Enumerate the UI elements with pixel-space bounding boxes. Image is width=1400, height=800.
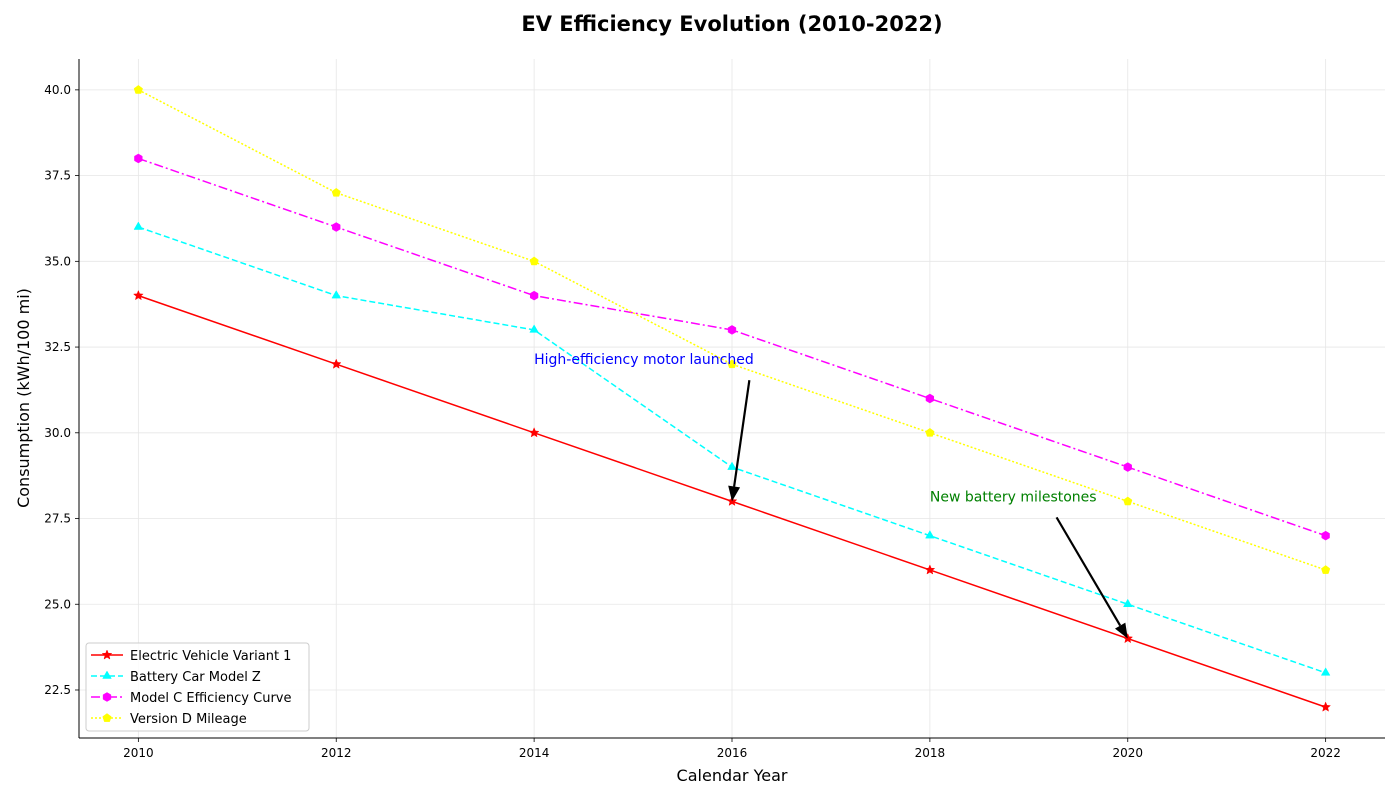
legend-item: Battery Car Model Z (91, 670, 261, 685)
data-point (1320, 701, 1332, 712)
annotation-arrow-shaft (1055, 516, 1122, 627)
data-point (1123, 496, 1133, 506)
chart-title: EV Efficiency Evolution (2010-2022) (521, 12, 942, 36)
series-3 (134, 153, 1330, 541)
data-point (332, 222, 341, 232)
data-point (1122, 598, 1133, 608)
x-tick-label: 2016 (717, 746, 748, 760)
data-point (133, 85, 143, 94)
data-point (331, 187, 341, 197)
y-tick-label: 22.5 (44, 683, 71, 697)
annotation-1: High-efficiency motor launched (534, 352, 754, 502)
annotation-text: New battery milestones (930, 489, 1097, 505)
data-point (727, 359, 737, 369)
legend-frame (85, 642, 310, 732)
data-point (925, 530, 935, 539)
axes: 2010 2012 2014 2016 2018 2020 2022 22.5 25.0 27.5… (44, 59, 1385, 760)
data-point (331, 290, 342, 299)
data-point (1321, 530, 1330, 541)
grid (79, 59, 1385, 738)
y-tick-label: 37.5 (44, 169, 71, 183)
x-tick-label: 2022 (1310, 746, 1341, 760)
annotation-2: New battery milestones (930, 489, 1128, 639)
annotation-layer: High-efficiency motor launched New batter… (534, 352, 1128, 639)
legend-item: Version D Mileage (91, 712, 247, 727)
data-point (925, 393, 935, 404)
x-tick-label: 2014 (519, 746, 550, 760)
data-point (528, 427, 540, 438)
legend-item: Model C Efficiency Curve (91, 691, 291, 706)
annotation-arrow-head (1114, 622, 1128, 639)
legend-item: Electric Vehicle Variant 1 (91, 649, 291, 664)
legend-label: Model C Efficiency Curve (130, 691, 291, 706)
legend-marker (102, 713, 112, 722)
series-4 (133, 85, 1331, 574)
y-tick-label: 32.5 (44, 340, 71, 354)
data-point (1123, 462, 1132, 472)
y-tick-label: 35.0 (44, 254, 71, 268)
legend-marker (102, 692, 112, 702)
data-point (529, 290, 539, 301)
data-point (1122, 632, 1134, 644)
y-tick-label: 30.0 (44, 426, 71, 440)
data-point (330, 358, 342, 369)
data-point (727, 325, 737, 335)
annotation-arrow-head (728, 485, 741, 502)
annotation-arrow-shaft (733, 380, 751, 487)
y-axis-title: Consumption (kWh/100 mi) (14, 288, 33, 508)
y-tick-label: 40.0 (44, 83, 71, 97)
data-point (1320, 667, 1331, 676)
series-layer (132, 85, 1332, 712)
legend: Electric Vehicle Variant 1 Battery Car Mo… (85, 642, 310, 732)
y-tick-label: 27.5 (44, 512, 71, 526)
series-2 (133, 221, 1331, 676)
legend-marker (102, 670, 112, 679)
x-tick-label: 2010 (123, 746, 154, 760)
legend-label: Version D Mileage (130, 712, 247, 727)
data-point (134, 153, 143, 164)
data-point (529, 256, 539, 266)
legend-label: Electric Vehicle Variant 1 (130, 649, 291, 664)
x-tick-label: 2020 (1112, 746, 1143, 760)
annotation-text: High-efficiency motor launched (534, 352, 754, 368)
x-tick-label: 2018 (915, 746, 946, 760)
data-point (132, 289, 144, 301)
data-point (1321, 565, 1331, 574)
y-tick-label: 25.0 (44, 597, 71, 611)
x-axis-title: Calendar Year (677, 766, 788, 785)
x-tick-label: 2012 (321, 746, 352, 760)
data-point (727, 461, 737, 470)
legend-marker (101, 649, 113, 660)
data-point (924, 564, 936, 575)
legend-label: Battery Car Model Z (130, 670, 261, 685)
data-point (529, 324, 539, 333)
data-point (925, 427, 935, 437)
data-point (133, 221, 144, 230)
